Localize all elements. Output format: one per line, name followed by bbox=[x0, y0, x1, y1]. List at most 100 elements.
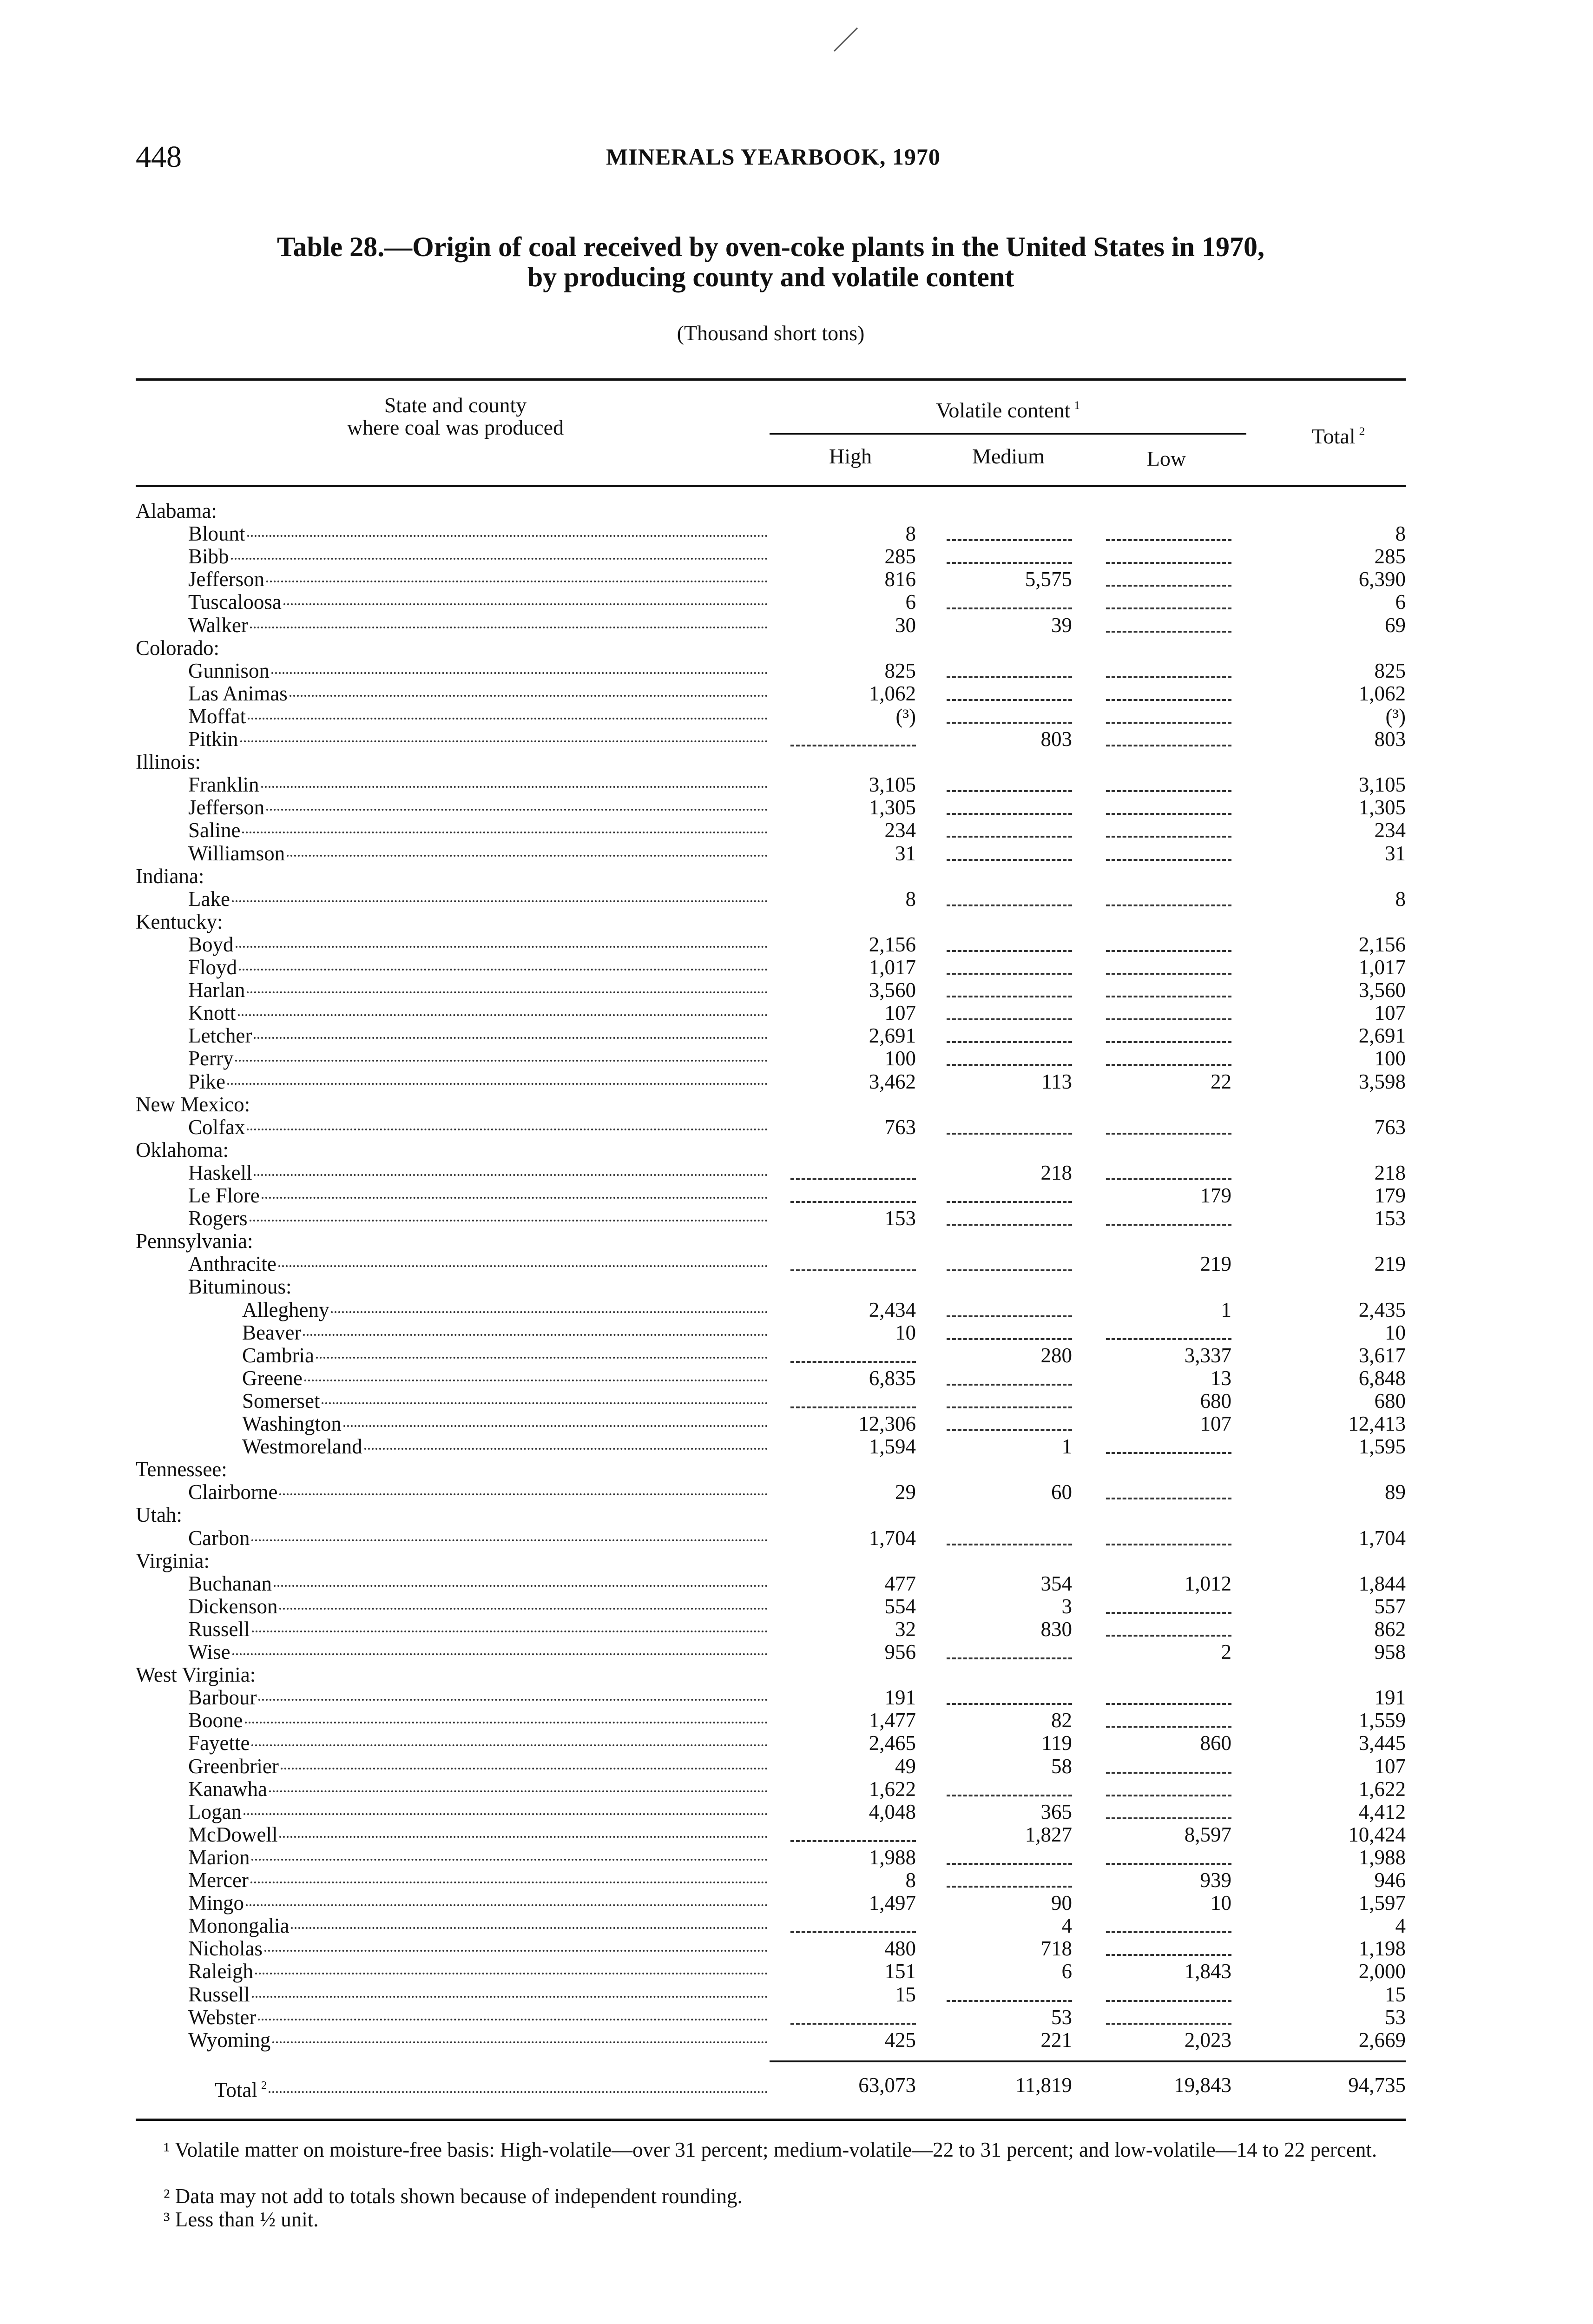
county-name: Franklin bbox=[188, 773, 259, 797]
table-row: Webster 53 53 bbox=[0, 2006, 1593, 2029]
county-name: Dickenson bbox=[188, 1594, 278, 1618]
empty-cell-dash bbox=[1106, 745, 1231, 746]
cell-medium: 82 bbox=[1051, 1709, 1072, 1732]
empty-cell-dash bbox=[1106, 562, 1231, 564]
county-name: Rogers bbox=[188, 1207, 248, 1230]
cell-total: 10 bbox=[1385, 1320, 1406, 1344]
empty-cell-dash bbox=[1106, 813, 1231, 815]
empty-cell-dash bbox=[947, 1338, 1072, 1340]
empty-cell-dash bbox=[1106, 996, 1231, 998]
col-header-low: Low bbox=[1146, 447, 1186, 470]
dot-leader bbox=[254, 1037, 768, 1039]
cell-total: 2,691 bbox=[1358, 1024, 1406, 1048]
cell-high: 31 bbox=[895, 841, 916, 865]
empty-cell-dash bbox=[1106, 721, 1231, 724]
table-row: Colfax 763 763 bbox=[0, 1116, 1593, 1139]
county-name: McDowell bbox=[188, 1822, 278, 1846]
table-row: Lake 8 8 bbox=[0, 887, 1593, 911]
cell-total: 3,598 bbox=[1358, 1070, 1406, 1093]
county-name: Fayette bbox=[188, 1731, 250, 1755]
table-row: Floyd 1,017 1,017 bbox=[0, 956, 1593, 979]
total-total: 94,735 bbox=[1348, 2073, 1406, 2097]
empty-cell-dash bbox=[947, 1886, 1072, 1888]
empty-cell-dash bbox=[1106, 1338, 1231, 1340]
empty-cell-dash bbox=[1106, 1794, 1231, 1796]
county-name: Colfax bbox=[188, 1115, 245, 1139]
cell-high: 2,465 bbox=[869, 1731, 916, 1755]
cell-low: 3,337 bbox=[1184, 1343, 1231, 1367]
county-name: Somerset bbox=[242, 1389, 320, 1413]
cell-total: 89 bbox=[1385, 1480, 1406, 1504]
empty-cell-dash bbox=[1106, 676, 1231, 678]
dot-leader bbox=[316, 1356, 768, 1359]
dot-leader bbox=[261, 786, 768, 788]
table-row: Westmoreland 1,594 1 1,595 bbox=[0, 1435, 1593, 1458]
dot-leader bbox=[258, 1699, 768, 1701]
cell-total: 6 bbox=[1395, 590, 1406, 614]
cell-total: 1,595 bbox=[1358, 1435, 1406, 1459]
county-name: Letcher bbox=[188, 1024, 252, 1048]
stub-header-line2: where coal was produced bbox=[347, 416, 564, 439]
cell-total: 8 bbox=[1395, 522, 1406, 546]
cell-low: 10 bbox=[1211, 1891, 1231, 1915]
cell-medium: 90 bbox=[1051, 1891, 1072, 1915]
dot-leader bbox=[279, 1493, 768, 1496]
cell-medium: 39 bbox=[1051, 613, 1072, 637]
table-row: Gunnison 825 825 bbox=[0, 659, 1593, 682]
cell-total: 15 bbox=[1385, 1982, 1406, 2006]
state-name: West Virginia: bbox=[136, 1663, 256, 1687]
dot-leader bbox=[235, 945, 768, 948]
table-row: Buchanan 477 354 1,012 1,844 bbox=[0, 1572, 1593, 1595]
dot-leader bbox=[242, 832, 768, 834]
county-name: Russell bbox=[188, 1617, 250, 1641]
table-row: Dickenson 554 3 557 bbox=[0, 1595, 1593, 1618]
empty-cell-dash bbox=[947, 1064, 1072, 1066]
dot-leader bbox=[232, 1653, 768, 1655]
dot-leader bbox=[266, 809, 768, 811]
empty-cell-dash bbox=[1106, 1954, 1231, 1956]
table-row: Fayette 2,465 119 860 3,445 bbox=[0, 1732, 1593, 1755]
table-row: Washington 12,306 107 12,413 bbox=[0, 1413, 1593, 1435]
cell-high: 1,305 bbox=[869, 796, 916, 819]
county-name: Pike bbox=[188, 1070, 226, 1093]
total-high: 63,073 bbox=[858, 2073, 916, 2097]
dot-leader bbox=[279, 1835, 768, 1838]
dot-leader bbox=[280, 1767, 768, 1769]
table-row: Letcher 2,691 2,691 bbox=[0, 1024, 1593, 1047]
county-name: Raleigh bbox=[188, 1960, 253, 1983]
cell-medium: 1 bbox=[1061, 1435, 1073, 1459]
empty-cell-dash bbox=[1106, 1543, 1231, 1545]
dot-leader bbox=[254, 1174, 768, 1176]
page-number: 448 bbox=[136, 140, 182, 174]
empty-cell-dash bbox=[947, 699, 1072, 701]
cell-high: (³) bbox=[895, 704, 916, 728]
dot-leader bbox=[251, 1630, 768, 1632]
table-row: Bibb 285 285 bbox=[0, 545, 1593, 568]
empty-cell-dash bbox=[790, 1201, 916, 1203]
table-row: Jefferson 816 5,575 6,390 bbox=[0, 568, 1593, 591]
cell-high: 1,497 bbox=[869, 1891, 916, 1915]
cell-low: 179 bbox=[1200, 1184, 1232, 1207]
empty-cell-dash bbox=[1106, 904, 1231, 906]
cell-total: 191 bbox=[1374, 1686, 1406, 1710]
cell-high: 8 bbox=[905, 1868, 916, 1892]
empty-cell-dash bbox=[1106, 2000, 1231, 2002]
county-name: Clairborne bbox=[188, 1480, 278, 1504]
cell-low: 2 bbox=[1221, 1640, 1232, 1664]
table-row: Barbour 191 191 bbox=[0, 1686, 1593, 1709]
dot-leader bbox=[255, 1973, 768, 1975]
dot-leader bbox=[287, 854, 768, 857]
dot-leader bbox=[283, 603, 768, 606]
empty-cell-dash bbox=[1106, 858, 1231, 861]
cell-total: 69 bbox=[1385, 613, 1406, 637]
state-name: Illinois: bbox=[136, 750, 201, 774]
cell-low: 1 bbox=[1221, 1298, 1232, 1321]
dot-leader bbox=[247, 535, 768, 537]
header-bottom-rule bbox=[136, 485, 1406, 487]
county-name: Knott bbox=[188, 1001, 236, 1025]
empty-cell-dash bbox=[947, 973, 1072, 975]
cell-total: 4,412 bbox=[1358, 1800, 1406, 1823]
total-medium: 11,819 bbox=[1015, 2073, 1072, 2097]
footnote-ref: 2 bbox=[1359, 425, 1365, 438]
cell-high: 107 bbox=[884, 1001, 916, 1025]
